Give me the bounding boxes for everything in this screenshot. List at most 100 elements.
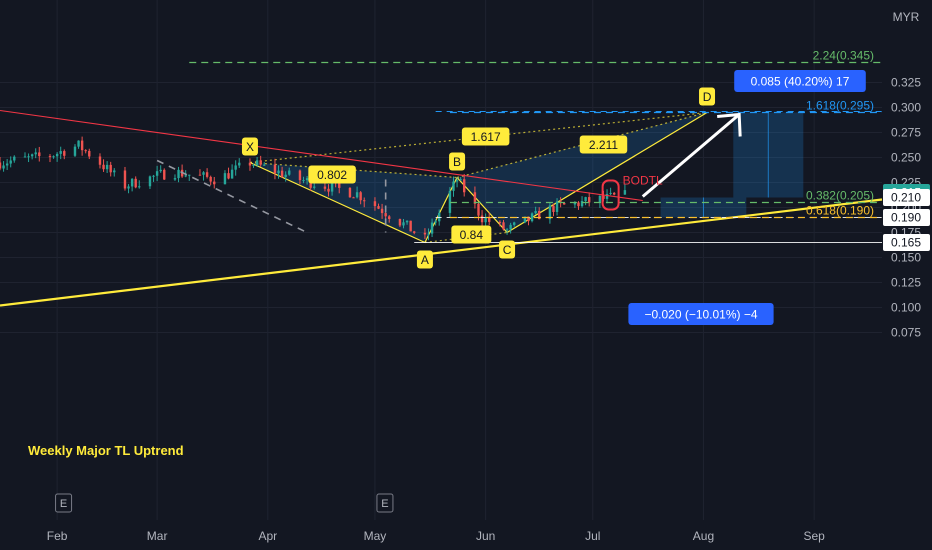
- candle-body: [238, 162, 241, 166]
- candle: [409, 220, 412, 232]
- candle: [123, 166, 127, 191]
- candle: [52, 155, 55, 159]
- candle-body: [223, 173, 227, 185]
- candle-body: [73, 146, 77, 156]
- candle: [30, 153, 34, 160]
- candle-body: [348, 187, 352, 198]
- candle-body: [263, 164, 266, 166]
- price-tick: 0.250: [891, 151, 921, 165]
- candle: [584, 196, 587, 206]
- candle: [198, 169, 202, 176]
- candle-body: [402, 222, 405, 226]
- candle-body: [248, 162, 252, 166]
- candle-body: [38, 152, 41, 157]
- candle: [227, 167, 230, 180]
- candle-body: [127, 186, 130, 189]
- candle: [552, 203, 555, 217]
- ratio-label-bg: [451, 225, 492, 244]
- candle: [159, 165, 162, 173]
- candle-body: [209, 176, 212, 182]
- stop-label-bg: [628, 303, 774, 325]
- candle-body: [509, 224, 512, 230]
- time-tick: Sep: [803, 529, 825, 543]
- candle-body: [98, 156, 102, 165]
- candle-body: [173, 178, 177, 180]
- earnings-marker-box: [55, 493, 73, 513]
- candle-body: [163, 169, 166, 180]
- candle: [509, 222, 512, 234]
- leg-xa: [249, 161, 426, 244]
- bodtl-label: BODTL: [623, 174, 663, 188]
- candle-body: [59, 151, 62, 154]
- point-x: X: [241, 137, 258, 156]
- candle-body: [148, 176, 152, 187]
- fib-label: 1.618(0.295): [806, 99, 874, 113]
- point-b-bg: [449, 152, 466, 171]
- candle: [27, 153, 30, 163]
- candle-body: [234, 165, 237, 170]
- candle-body: [380, 208, 384, 214]
- candle-body: [484, 217, 487, 223]
- candle-body: [205, 172, 209, 177]
- candle: [598, 195, 602, 208]
- candle-body: [537, 210, 541, 220]
- candle-body: [88, 150, 91, 157]
- candle-body: [130, 178, 134, 187]
- candle-body: [612, 192, 616, 195]
- trendline-downtrend: [0, 109, 643, 202]
- trendline-label: Weekly Major TL Uptrend: [28, 443, 184, 458]
- candle: [402, 218, 405, 229]
- candle: [587, 192, 591, 207]
- candle-body: [352, 197, 355, 199]
- candle: [530, 212, 534, 223]
- candle: [577, 201, 580, 210]
- candle-body: [530, 213, 534, 222]
- candle-body: [609, 192, 612, 194]
- ratio-label-bg: [579, 135, 628, 154]
- candle: [248, 158, 252, 171]
- candle-body: [373, 201, 377, 207]
- time-tick: May: [364, 529, 387, 543]
- candle-body: [230, 169, 234, 179]
- candle-body: [152, 175, 155, 177]
- candle-body: [498, 221, 502, 223]
- ratio-label-text: 0.84: [460, 228, 484, 242]
- candle-body: [188, 174, 191, 176]
- stop-label: −0.020 (−10.01%) −4: [628, 303, 774, 325]
- candle-body: [305, 178, 309, 181]
- candle: [230, 164, 234, 179]
- point-d-text: D: [703, 90, 712, 104]
- price-tick: 0.275: [891, 126, 921, 140]
- earnings-marker: E: [376, 493, 394, 513]
- candle: [202, 171, 205, 181]
- chart-overlays: [0, 61, 883, 307]
- candle: [130, 178, 134, 192]
- target-label: 0.085 (40.20%) 17: [734, 70, 866, 92]
- candle: [359, 191, 362, 205]
- candle: [423, 228, 427, 239]
- candle-body: [452, 181, 455, 191]
- candle-body: [105, 164, 109, 170]
- candle-body: [30, 154, 34, 157]
- fib-label: 0.618(0.190): [806, 204, 874, 218]
- candle-body: [259, 160, 262, 165]
- candle: [173, 174, 177, 181]
- candle: [398, 218, 402, 228]
- candle: [455, 177, 459, 188]
- candle: [252, 163, 255, 168]
- candle: [134, 176, 137, 189]
- candle-body: [338, 182, 341, 188]
- candle: [273, 158, 277, 180]
- candle-body: [184, 175, 187, 177]
- price-tag-text: 0.190: [891, 211, 921, 225]
- candle-body: [409, 220, 412, 232]
- candle: [263, 162, 266, 166]
- candle: [88, 148, 91, 160]
- candle: [9, 156, 12, 168]
- candle-body: [584, 197, 587, 202]
- candle: [388, 215, 391, 223]
- candle: [413, 230, 416, 235]
- ratio-label: 1.617: [461, 127, 510, 146]
- candle: [502, 219, 505, 231]
